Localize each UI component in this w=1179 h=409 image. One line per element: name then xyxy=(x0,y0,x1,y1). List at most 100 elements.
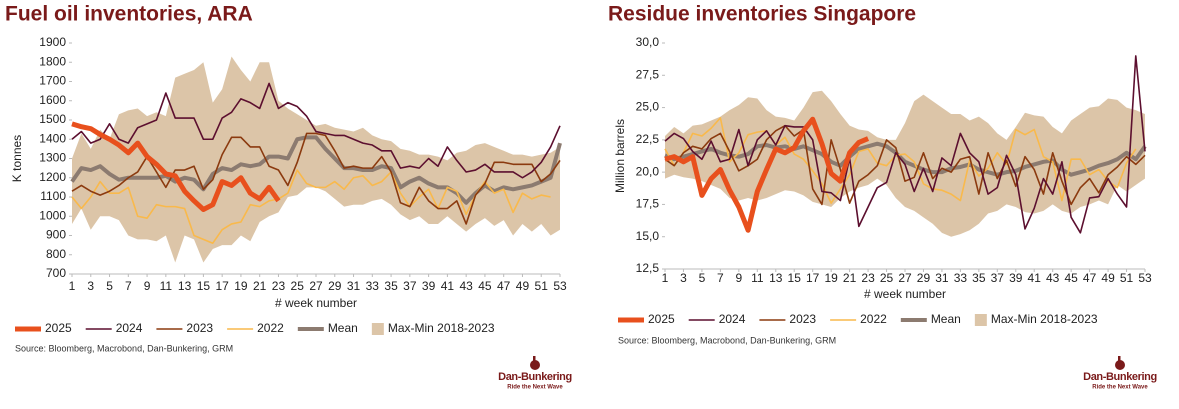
legend-label: Max-Min 2018-2023 xyxy=(991,312,1098,326)
logo-brand: Dan-Bunkering xyxy=(498,371,572,383)
x-tick-label: 27 xyxy=(898,271,912,285)
y-tick-label: 1900 xyxy=(39,35,66,49)
x-tick-label: 9 xyxy=(736,271,743,285)
x-tick-label: 51 xyxy=(1120,271,1134,285)
legend-swatch xyxy=(974,314,987,326)
x-tick-label: 17 xyxy=(806,271,820,285)
x-tick-label: 43 xyxy=(459,279,473,293)
series-line xyxy=(71,132,561,225)
x-tick-label: 49 xyxy=(516,279,530,293)
legend-label: 2024 xyxy=(116,321,143,335)
x-tick-label: 23 xyxy=(861,271,875,285)
y-tick-label: 25,0 xyxy=(636,100,660,114)
x-tick-label: 13 xyxy=(178,279,192,293)
x-tick-label: 45 xyxy=(478,279,492,293)
x-tick-label: 11 xyxy=(160,279,173,293)
x-tick-label: 45 xyxy=(1064,271,1078,285)
legend-swatch xyxy=(371,323,384,335)
y-tick-label: 30,0 xyxy=(636,35,660,49)
x-tick-label: 1 xyxy=(662,271,669,285)
x-tick-label: 31 xyxy=(935,271,949,285)
logo-brand: Dan-Bunkering xyxy=(1083,371,1157,383)
y-axis-label: Million barrels xyxy=(613,119,627,193)
x-tick-label: 11 xyxy=(751,271,764,285)
y-tick-label: 800 xyxy=(46,247,66,261)
x-tick-label: 19 xyxy=(824,271,838,285)
y-tick-label: 700 xyxy=(46,266,66,280)
series-line xyxy=(664,116,870,233)
x-tick-label: 41 xyxy=(1028,271,1042,285)
y-axis-label: K tonnes xyxy=(10,135,24,182)
x-tick-label: 41 xyxy=(441,279,455,293)
x-tick-label: 3 xyxy=(87,279,94,293)
x-tick-label: 5 xyxy=(106,279,113,293)
series-line xyxy=(71,169,551,244)
logo-tagline: Ride the Next Wave xyxy=(1092,385,1148,391)
y-tick-label: 15,0 xyxy=(636,229,660,243)
legend-label: 2025 xyxy=(648,312,675,326)
x-tick-label: 49 xyxy=(1101,271,1115,285)
x-tick-label: 37 xyxy=(403,279,417,293)
logo-icon xyxy=(1118,356,1121,366)
legend-label: 2025 xyxy=(45,321,72,335)
x-tick-label: 21 xyxy=(843,271,857,285)
x-axis-label: # week number xyxy=(275,296,357,310)
y-tick-label: 22,5 xyxy=(636,132,660,146)
x-tick-label: 47 xyxy=(497,279,511,293)
chart-title: Fuel oil inventories, ARA xyxy=(5,3,253,26)
y-tick-label: 900 xyxy=(46,228,66,242)
x-tick-label: 13 xyxy=(769,271,783,285)
x-tick-label: 15 xyxy=(197,279,211,293)
y-tick-label: 1500 xyxy=(39,112,66,126)
x-tick-label: 33 xyxy=(366,279,380,293)
x-tick-label: 5 xyxy=(699,271,706,285)
x-tick-label: 21 xyxy=(253,279,267,293)
y-tick-label: 1400 xyxy=(39,131,66,145)
y-tick-label: 12,5 xyxy=(636,261,660,275)
x-tick-label: 23 xyxy=(272,279,286,293)
series-line xyxy=(664,117,1137,204)
legend-label: Max-Min 2018-2023 xyxy=(388,321,495,335)
x-tick-label: 37 xyxy=(991,271,1005,285)
x-tick-label: 31 xyxy=(347,279,361,293)
x-tick-label: 39 xyxy=(422,279,436,293)
y-tick-label: 1100 xyxy=(40,189,66,203)
y-tick-label: 1000 xyxy=(39,208,66,222)
x-tick-label: 19 xyxy=(234,279,248,293)
x-tick-label: 7 xyxy=(717,271,724,285)
y-tick-label: 1200 xyxy=(39,170,66,184)
legend-label: 2024 xyxy=(719,312,746,326)
legend-label: Mean xyxy=(931,312,961,326)
y-tick-label: 27,5 xyxy=(636,67,660,81)
x-tick-label: 39 xyxy=(1009,271,1023,285)
x-tick-label: 7 xyxy=(125,279,132,293)
x-tick-label: 9 xyxy=(144,279,151,293)
logo-tagline: Ride the Next Wave xyxy=(507,385,563,391)
x-tick-label: 29 xyxy=(917,271,931,285)
chart-title: Residue inventories Singapore xyxy=(608,3,916,26)
x-tick-label: 43 xyxy=(1046,271,1060,285)
legend-label: 2023 xyxy=(186,321,213,335)
x-tick-label: 17 xyxy=(215,279,229,293)
x-tick-label: 25 xyxy=(291,279,305,293)
series-line xyxy=(71,82,561,179)
x-tick-label: 35 xyxy=(384,279,398,293)
series-line xyxy=(71,121,281,213)
source-note: Source: Bloomberg, Macrobond, Dan-Bunker… xyxy=(618,335,836,345)
x-tick-label: 3 xyxy=(680,271,687,285)
x-tick-label: 27 xyxy=(309,279,323,293)
range-band xyxy=(72,56,560,263)
y-tick-label: 1600 xyxy=(39,93,66,107)
series-line xyxy=(664,124,1146,206)
x-tick-label: 15 xyxy=(788,271,802,285)
x-tick-label: 29 xyxy=(328,279,342,293)
y-tick-label: 1700 xyxy=(39,74,66,88)
series-line xyxy=(664,55,1146,234)
x-tick-label: 53 xyxy=(1138,271,1152,285)
x-tick-label: 33 xyxy=(954,271,968,285)
legend-label: Mean xyxy=(328,321,358,335)
legend-label: 2023 xyxy=(789,312,816,326)
logo-icon xyxy=(533,356,536,366)
y-tick-label: 20,0 xyxy=(636,164,660,178)
